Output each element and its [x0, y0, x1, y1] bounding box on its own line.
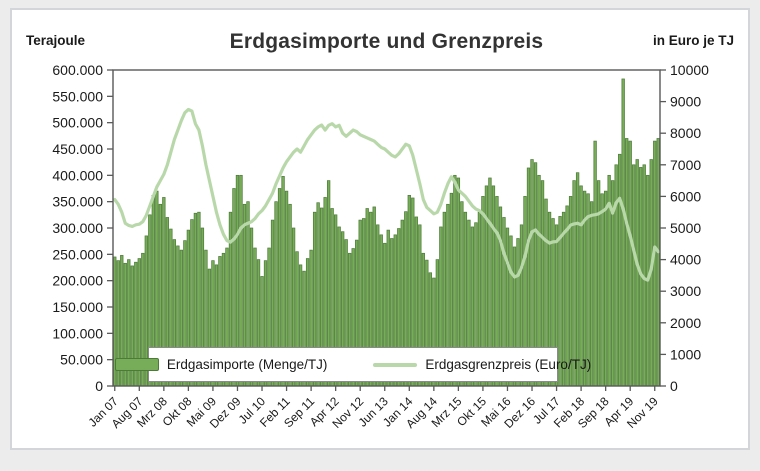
legend-price-label: Erdgasgrenzpreis (Euro/TJ) [425, 357, 592, 372]
y-right-tick-label: 9000 [670, 94, 701, 110]
bar [593, 140, 597, 387]
y-right-tick-label: 1000 [670, 346, 701, 362]
y-left-tick-label: 150.000 [52, 299, 103, 315]
legend-item-imports: Erdgasimporte (Menge/TJ) [114, 357, 328, 372]
y-right-tick-label: 3000 [670, 283, 701, 299]
price-line-series [113, 107, 660, 282]
y-left-tick-label: 450.000 [52, 141, 103, 157]
bar [614, 164, 618, 387]
legend: Erdgasimporte (Menge/TJ) Erdgasgrenzprei… [114, 347, 591, 382]
y-left-tick-label: 500.000 [52, 115, 103, 131]
y-left-tick-label: 350.000 [52, 194, 103, 210]
bar [653, 140, 657, 387]
legend-imports-label: Erdgasimporte (Menge/TJ) [166, 357, 328, 372]
bar [625, 138, 629, 387]
y-right-tick-label: 6000 [670, 188, 701, 204]
bar [575, 172, 580, 387]
bar [618, 153, 622, 387]
y-left-tick-label: 100.000 [52, 325, 103, 341]
y-right-tick-label: 2000 [670, 315, 701, 331]
y-left-tick-label: 200.000 [52, 273, 103, 289]
bar [600, 193, 604, 387]
bar [632, 164, 636, 387]
y-right-tick-label: 4000 [670, 252, 701, 268]
y-right-tick-label: 10000 [670, 62, 709, 78]
line-swatch-icon [373, 362, 418, 367]
y-right-tick-label: 5000 [670, 220, 701, 236]
bar-swatch-icon [114, 358, 159, 371]
y-left-tick-label: 400.000 [52, 167, 103, 183]
bar [628, 140, 632, 387]
right-axis-unit-label: in Euro je TJ [652, 33, 734, 48]
bar [572, 180, 576, 387]
chart-title: Erdgasimporte und Grenzpreis [229, 30, 544, 53]
y-right-tick-label: 8000 [670, 125, 701, 141]
bars-series [113, 78, 660, 387]
left-axis-unit-label: Terajoule [26, 33, 86, 48]
bar [579, 185, 583, 387]
y-right-tick-label: 0 [670, 378, 678, 394]
y-left-tick-label: 250.000 [52, 246, 103, 262]
legend-item-price: Erdgasgrenzpreis (Euro/TJ) [373, 357, 591, 372]
bar [621, 78, 625, 387]
y-left-tick-label: 600.000 [52, 62, 103, 78]
y-left-tick-label: 550.000 [52, 88, 103, 104]
bar [635, 159, 639, 387]
bar [603, 190, 608, 387]
bar [656, 138, 660, 387]
y-left-tick-label: 0 [95, 378, 103, 394]
y-right-tick-label: 7000 [670, 157, 701, 173]
y-left-tick-label: 50.000 [60, 352, 103, 368]
y-left-tick-label: 300.000 [52, 220, 103, 236]
